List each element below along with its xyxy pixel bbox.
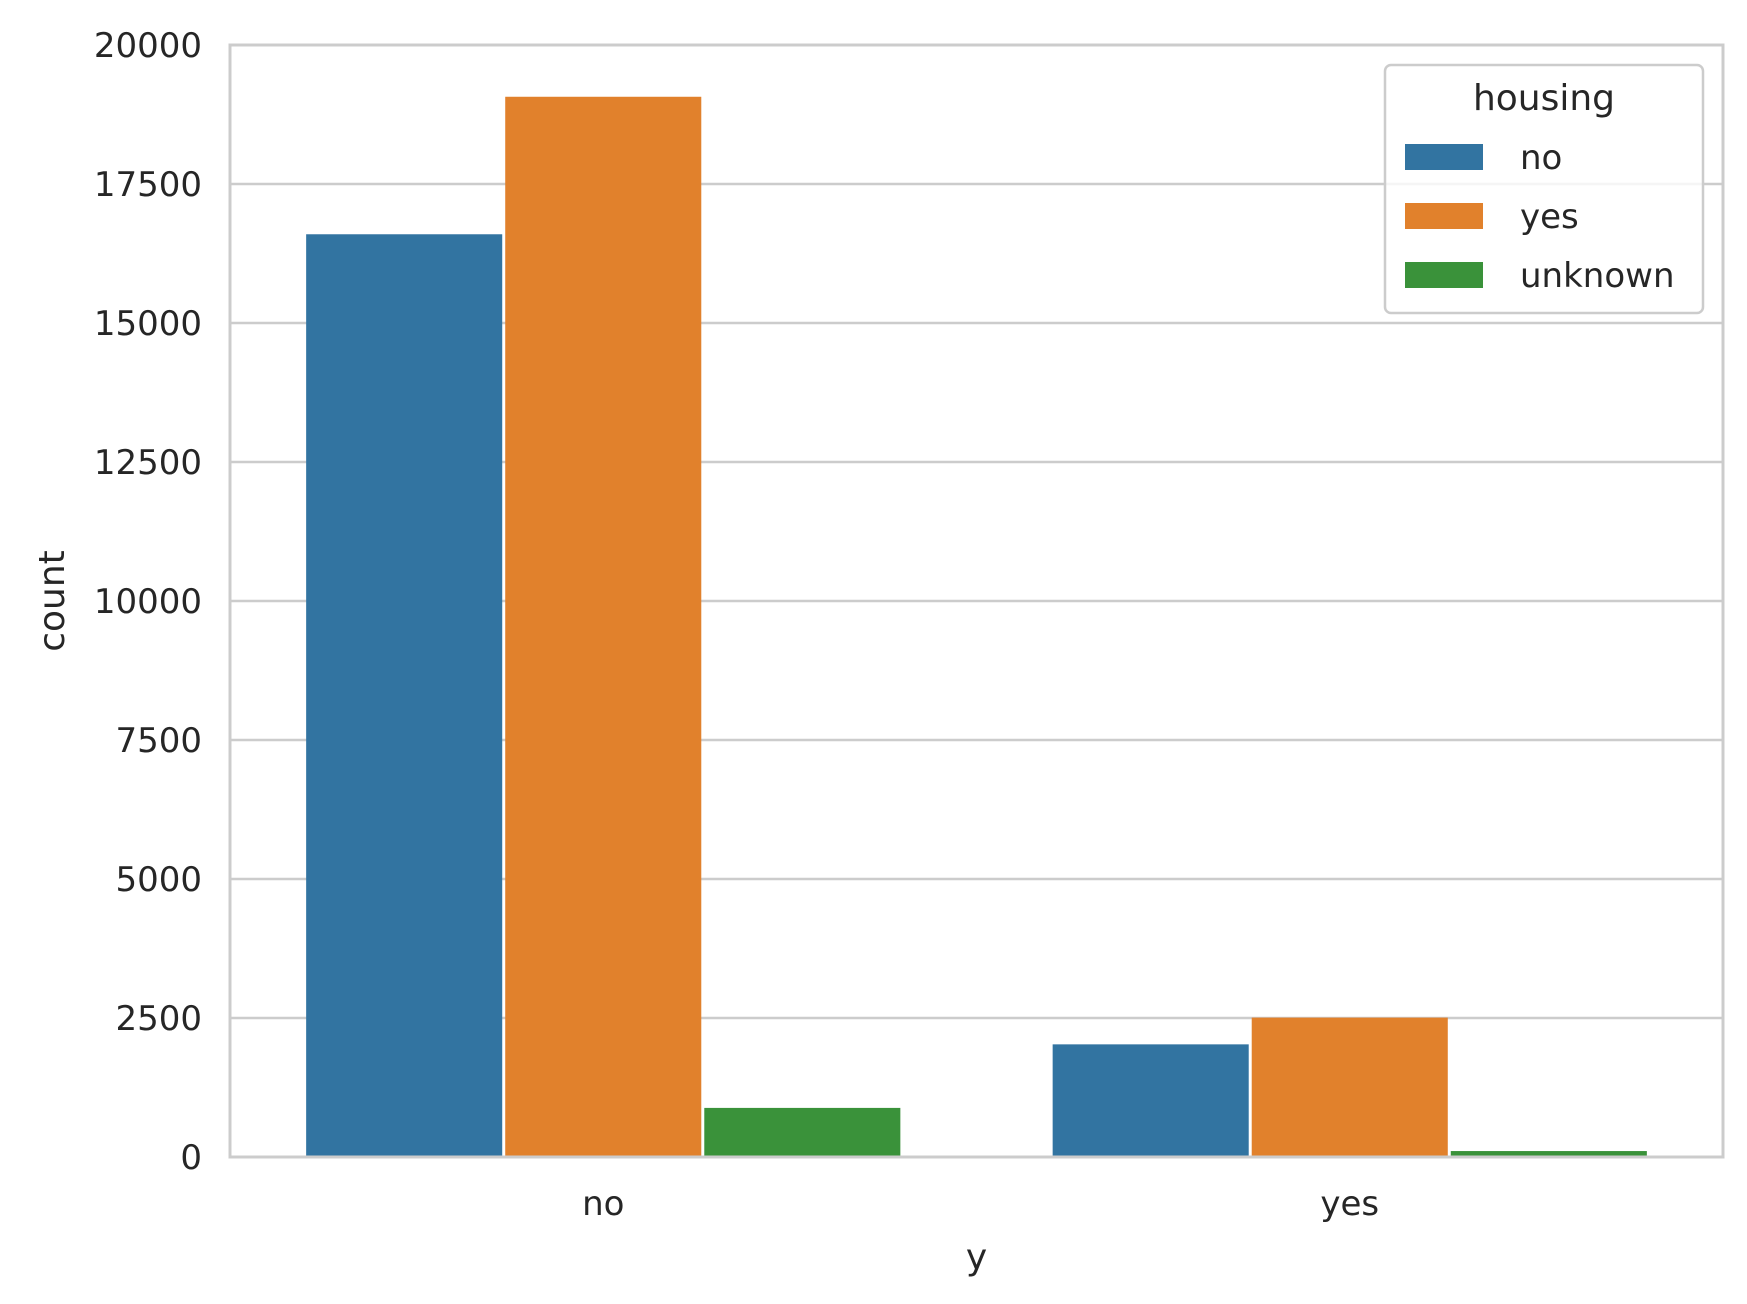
legend-title: housing xyxy=(1473,78,1615,119)
plot-frame xyxy=(228,43,1725,1159)
legend-box xyxy=(1383,63,1705,315)
legend: housing no yes unknown xyxy=(1383,63,1705,315)
legend-swatch-no xyxy=(1405,144,1483,170)
y-tick-label: 7500 xyxy=(115,721,202,761)
y-tick-label: 0 xyxy=(180,1138,202,1178)
legend-swatch-unknown xyxy=(1405,262,1483,288)
legend-swatch-yes xyxy=(1405,203,1483,229)
x-tick-label: yes xyxy=(1320,1184,1379,1224)
bar-no-yes xyxy=(1052,1044,1249,1157)
y-tick-label: 5000 xyxy=(115,860,202,900)
x-tick-label: no xyxy=(582,1184,624,1224)
legend-label: unknown xyxy=(1520,256,1675,296)
x-tick-labels: no yes xyxy=(582,1184,1379,1224)
y-axis-title: count xyxy=(32,550,73,652)
legend-label: no xyxy=(1520,138,1562,178)
x-axis-title: y xyxy=(966,1237,987,1278)
y-tick-labels: 0 2500 5000 7500 10000 12500 15000 17500 20000 xyxy=(94,26,202,1178)
bar-no-no xyxy=(306,234,503,1158)
bar-unknown-no xyxy=(704,1107,901,1157)
y-tick-label: 12500 xyxy=(94,443,202,483)
y-tick-label: 10000 xyxy=(94,582,202,622)
y-tick-label: 2500 xyxy=(115,999,202,1039)
legend-label: yes xyxy=(1520,197,1579,237)
bars xyxy=(306,96,1647,1158)
y-tick-label: 17500 xyxy=(94,165,202,205)
bar-yes-no xyxy=(505,96,702,1158)
y-tick-label: 20000 xyxy=(94,26,202,66)
bar-unknown-yes xyxy=(1450,1151,1647,1157)
y-tick-label: 15000 xyxy=(94,304,202,344)
bar-yes-yes xyxy=(1251,1017,1448,1157)
